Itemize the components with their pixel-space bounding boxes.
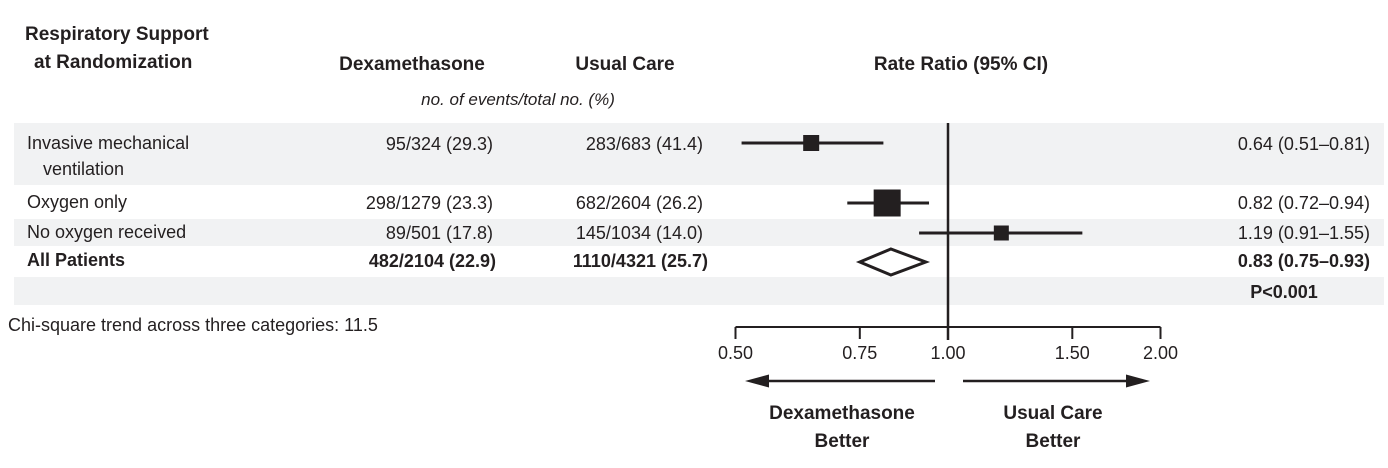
row-label: No oxygen received	[27, 222, 187, 242]
axis-tick-label: 1.00	[930, 343, 965, 363]
axis-tick-label: 2.00	[1143, 343, 1178, 363]
better-right-label-line1: Usual Care	[1003, 403, 1103, 424]
dexamethasone-cell: 482/2104 (22.9)	[368, 251, 496, 271]
better-left-label-line2: Better	[814, 431, 870, 452]
axis-tick-label: 0.50	[718, 343, 753, 363]
p-value: P<0.001	[1250, 282, 1318, 302]
better-right-label-line2: Better	[1025, 431, 1081, 452]
column-header-usual-care: Usual Care	[575, 54, 675, 75]
arrow-left-head	[745, 374, 769, 388]
row-stripe	[14, 277, 1384, 305]
row-stripe	[14, 219, 1384, 246]
rate-ratio-cell: 0.64 (0.51–0.81)	[1237, 134, 1370, 154]
chi-square-footnote: Chi-square trend across three categories…	[8, 315, 378, 335]
table-title-line2: at Randomization	[34, 52, 193, 73]
row-label-line2: ventilation	[43, 159, 125, 179]
usual-care-cell: 283/683 (41.4)	[585, 134, 703, 154]
usual-care-cell: 682/2604 (26.2)	[575, 193, 703, 213]
row-label-all-patients: All Patients	[27, 250, 126, 270]
point-estimate-marker	[873, 189, 901, 217]
usual-care-cell: 1110/4321 (25.7)	[572, 251, 708, 271]
rate-ratio-cell: 0.82 (0.72–0.94)	[1237, 193, 1370, 213]
table-subheader: no. of events/total no. (%)	[421, 90, 615, 109]
better-left-label-line1: Dexamethasone	[769, 403, 915, 424]
overall-diamond	[855, 247, 931, 277]
arrow-right-head	[1126, 374, 1150, 388]
column-header-rate-ratio: Rate Ratio (95% CI)	[873, 54, 1049, 75]
row-label: Invasive mechanical	[27, 133, 190, 153]
dexamethasone-cell: 95/324 (29.3)	[385, 134, 493, 154]
table-title-line1: Respiratory Support	[25, 24, 209, 45]
column-header-dexamethasone: Dexamethasone	[339, 54, 485, 75]
rate-ratio-cell: 1.19 (0.91–1.55)	[1237, 223, 1370, 243]
row-stripe	[14, 123, 1384, 185]
usual-care-cell: 145/1034 (14.0)	[575, 223, 703, 243]
dexamethasone-cell: 89/501 (17.8)	[385, 223, 493, 243]
axis-tick-label: 0.75	[842, 343, 877, 363]
dexamethasone-cell: 298/1279 (23.3)	[365, 193, 493, 213]
rate-ratio-cell-overall: 0.83 (0.75–0.93)	[1237, 251, 1370, 271]
row-label: Oxygen only	[27, 192, 128, 212]
axis-tick-label: 1.50	[1055, 343, 1090, 363]
